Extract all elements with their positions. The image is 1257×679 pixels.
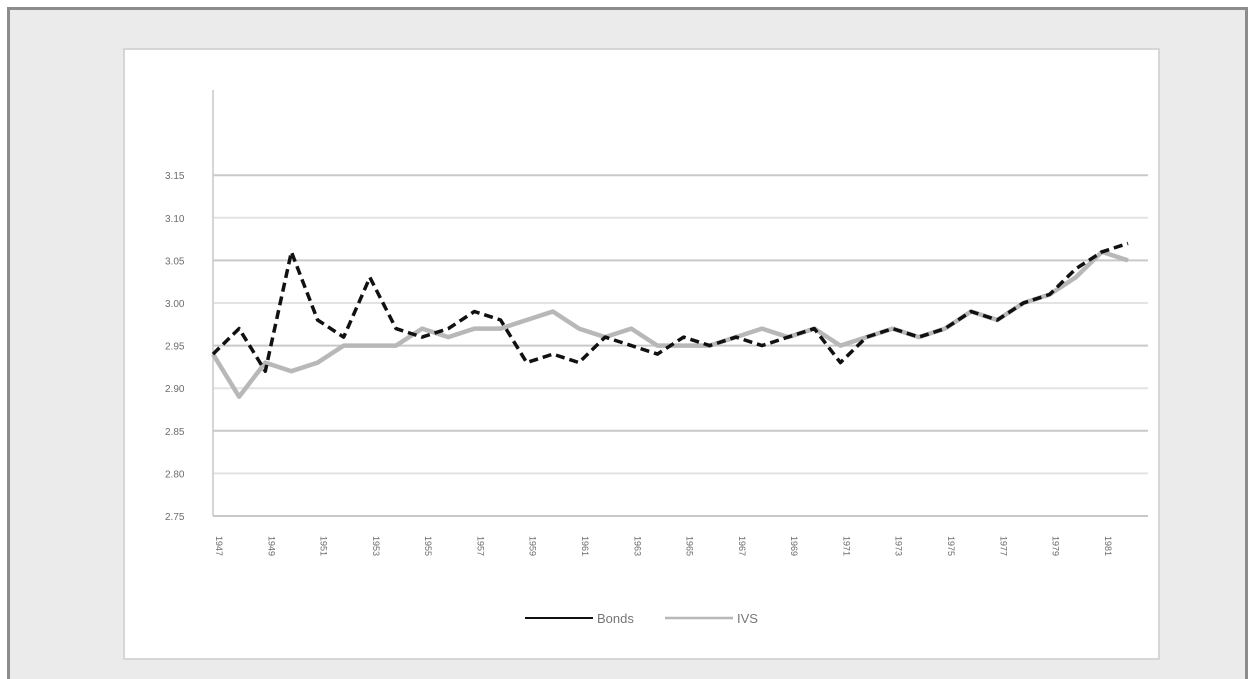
x-tick-label: 1947 bbox=[214, 536, 224, 556]
grid-lines bbox=[212, 90, 1148, 517]
x-tick-label: 1949 bbox=[266, 536, 276, 556]
x-tick-label: 1955 bbox=[423, 536, 433, 556]
y-tick-label: 3.10 bbox=[165, 214, 185, 225]
y-tick-label: 2.75 bbox=[165, 512, 185, 523]
x-tick-label: 1967 bbox=[737, 536, 747, 556]
series-line-bonds bbox=[211, 241, 1129, 373]
y-tick-label: 3.00 bbox=[165, 299, 185, 310]
x-tick-label: 1963 bbox=[632, 536, 642, 556]
x-tick-label: 1969 bbox=[789, 536, 799, 556]
x-tick-label: 1981 bbox=[1103, 536, 1113, 556]
x-tick-label: 1951 bbox=[319, 536, 329, 556]
x-axis-ticks: 1947 1949 1951 1953 1955 1957 1959 1961 1963 1965… bbox=[214, 536, 1113, 556]
legend: Bonds IVS bbox=[525, 611, 758, 626]
y-tick-label: 3.15 bbox=[165, 171, 185, 182]
y-axis-ticks: 2.75 2.80 2.85 2.90 2.95 3.00 3.05 3.10 3.15 bbox=[165, 171, 185, 523]
x-tick-label: 1957 bbox=[475, 536, 485, 556]
line-chart: 2.75 2.80 2.85 2.90 2.95 3.00 3.05 3.10 3.15 194… bbox=[165, 90, 1148, 626]
x-tick-label: 1959 bbox=[528, 536, 538, 556]
chart-panel: 2.75 2.80 2.85 2.90 2.95 3.00 3.05 3.10 3.15 194… bbox=[123, 48, 1160, 660]
y-tick-label: 2.80 bbox=[165, 469, 185, 480]
y-tick-label: 2.85 bbox=[165, 427, 185, 438]
y-tick-label: 3.05 bbox=[165, 256, 185, 267]
x-tick-label: 1961 bbox=[580, 536, 590, 556]
x-tick-label: 1977 bbox=[998, 536, 1008, 556]
series-lines bbox=[211, 241, 1129, 399]
x-tick-label: 1965 bbox=[685, 536, 695, 556]
x-tick-label: 1971 bbox=[841, 536, 851, 556]
x-tick-label: 1975 bbox=[946, 536, 956, 556]
y-tick-label: 2.95 bbox=[165, 342, 185, 353]
x-tick-label: 1973 bbox=[894, 536, 904, 556]
y-tick-label: 2.90 bbox=[165, 384, 185, 395]
legend-label: Bonds bbox=[597, 611, 634, 626]
legend-label: IVS bbox=[737, 611, 758, 626]
x-tick-label: 1953 bbox=[371, 536, 381, 556]
x-tick-label: 1979 bbox=[1051, 536, 1061, 556]
figure-frame: 2.75 2.80 2.85 2.90 2.95 3.00 3.05 3.10 3.15 194… bbox=[7, 7, 1248, 679]
